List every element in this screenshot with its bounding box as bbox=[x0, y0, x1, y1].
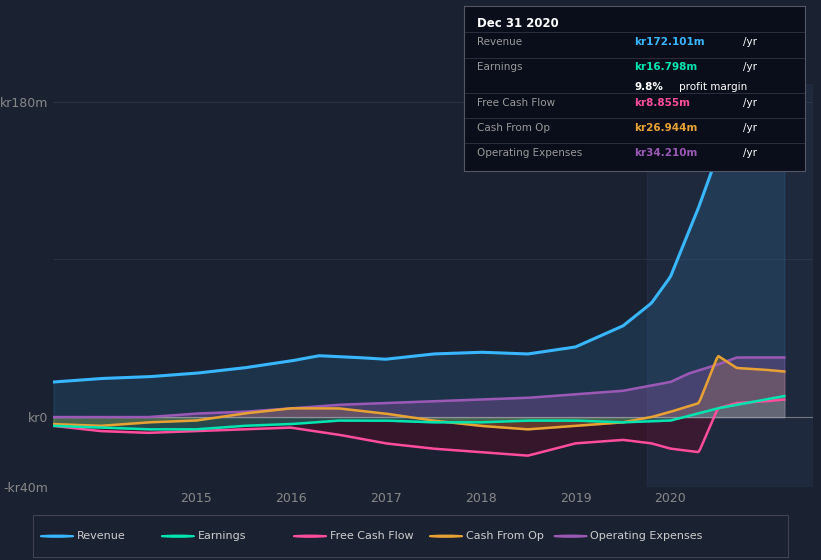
Circle shape bbox=[429, 535, 462, 537]
Text: Operating Expenses: Operating Expenses bbox=[478, 148, 583, 158]
Text: Free Cash Flow: Free Cash Flow bbox=[330, 531, 413, 541]
Text: kr16.798m: kr16.798m bbox=[635, 62, 698, 72]
Circle shape bbox=[293, 535, 327, 537]
Text: Operating Expenses: Operating Expenses bbox=[590, 531, 703, 541]
Text: Revenue: Revenue bbox=[76, 531, 126, 541]
Text: kr8.855m: kr8.855m bbox=[635, 98, 690, 108]
Text: /yr: /yr bbox=[743, 62, 757, 72]
Circle shape bbox=[161, 535, 195, 537]
Circle shape bbox=[40, 535, 74, 537]
Circle shape bbox=[554, 535, 587, 537]
Text: Earnings: Earnings bbox=[198, 531, 246, 541]
Text: Revenue: Revenue bbox=[478, 37, 523, 47]
Text: /yr: /yr bbox=[743, 98, 757, 108]
Text: Dec 31 2020: Dec 31 2020 bbox=[478, 17, 559, 30]
Text: profit margin: profit margin bbox=[678, 82, 747, 92]
Text: kr34.210m: kr34.210m bbox=[635, 148, 698, 158]
Text: Cash From Op: Cash From Op bbox=[478, 123, 551, 133]
Text: Cash From Op: Cash From Op bbox=[466, 531, 544, 541]
Text: kr26.944m: kr26.944m bbox=[635, 123, 698, 133]
Text: kr172.101m: kr172.101m bbox=[635, 37, 705, 47]
Text: /yr: /yr bbox=[743, 148, 757, 158]
Bar bbox=[647, 84, 813, 487]
Text: 9.8%: 9.8% bbox=[635, 82, 663, 92]
Text: /yr: /yr bbox=[743, 37, 757, 47]
Text: Earnings: Earnings bbox=[478, 62, 523, 72]
Text: /yr: /yr bbox=[743, 123, 757, 133]
Text: Free Cash Flow: Free Cash Flow bbox=[478, 98, 556, 108]
